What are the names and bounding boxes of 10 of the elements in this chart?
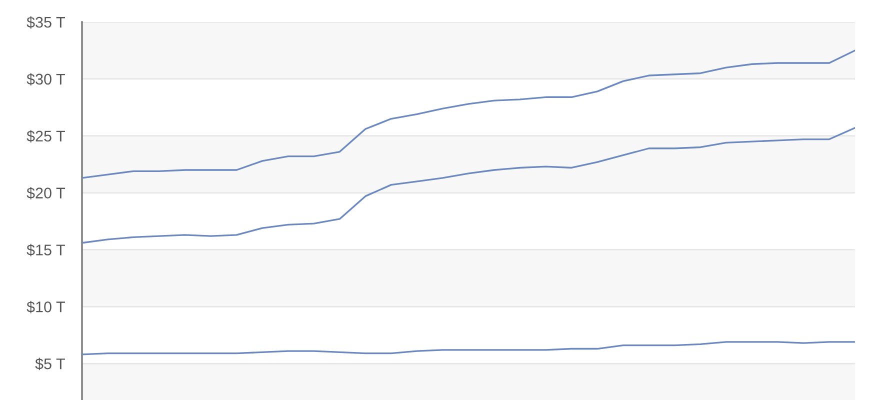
y-tick-label: $20 T xyxy=(26,187,65,200)
y-tick-label: $10 T xyxy=(26,300,65,314)
y-tick-label: $30 T xyxy=(26,73,65,86)
line-series xyxy=(82,341,855,356)
y-tick-label: $5 T xyxy=(35,358,65,370)
line-series xyxy=(82,127,855,244)
y-tick-label: $35 T xyxy=(26,16,65,29)
y-tick-label: $15 T xyxy=(26,244,65,256)
y-tick-label: $25 T xyxy=(26,130,65,142)
line-series xyxy=(82,50,855,179)
